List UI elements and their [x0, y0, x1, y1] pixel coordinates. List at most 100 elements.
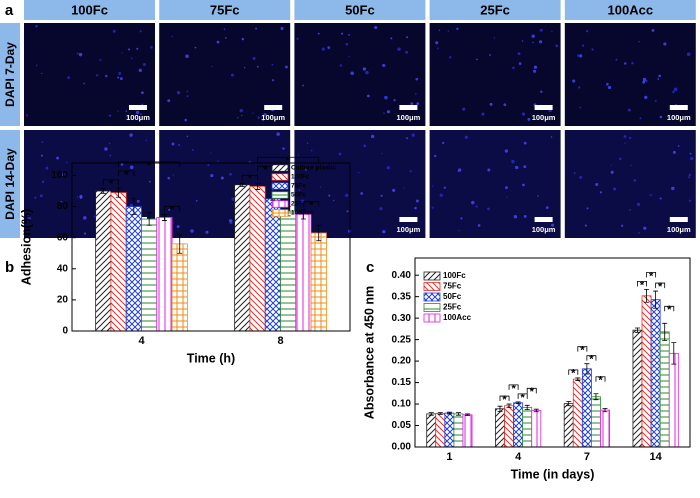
y-axis-title: Adhesion(%)	[19, 209, 33, 285]
legend-label: 75Fc	[291, 183, 306, 190]
cell-nucleus	[129, 133, 133, 137]
cell-nucleus	[645, 79, 648, 83]
column-header: 50Fc	[345, 2, 375, 17]
micrograph	[429, 23, 561, 126]
cell-nucleus	[627, 108, 631, 112]
significance-marker: *	[649, 270, 654, 282]
cell-nucleus	[348, 55, 350, 58]
significance-marker: *	[667, 304, 672, 316]
cell-nucleus	[296, 37, 299, 40]
cell-nucleus	[449, 56, 452, 59]
cell-nucleus	[67, 76, 70, 79]
cell-nucleus	[346, 210, 349, 213]
cell-nucleus	[619, 157, 622, 161]
cell-nucleus	[584, 224, 587, 227]
cell-nucleus	[321, 47, 325, 51]
cell-nucleus	[579, 175, 583, 179]
cell-nucleus	[638, 232, 640, 234]
bar	[435, 413, 446, 448]
cell-nucleus	[415, 199, 419, 203]
bar	[141, 218, 158, 332]
cell-nucleus	[513, 215, 518, 219]
cell-nucleus	[481, 112, 485, 116]
bar	[600, 409, 610, 448]
cell-nucleus	[629, 136, 632, 140]
cell-nucleus	[591, 48, 594, 51]
cell-nucleus	[328, 194, 331, 197]
cell-nucleus	[642, 77, 647, 82]
cell-nucleus	[256, 65, 259, 68]
cell-nucleus	[487, 207, 490, 211]
x-axis-title: Time (in days)	[511, 467, 595, 481]
cell-nucleus	[673, 87, 678, 92]
cell-nucleus	[515, 165, 519, 170]
cell-nucleus	[443, 186, 446, 189]
cell-nucleus	[409, 170, 412, 173]
cell-nucleus	[257, 116, 260, 119]
cell-nucleus	[540, 90, 543, 93]
cell-nucleus	[262, 119, 264, 122]
cell-nucleus	[207, 164, 210, 167]
legend-swatch	[271, 209, 289, 217]
cell-nucleus	[117, 76, 120, 79]
cell-nucleus	[638, 40, 641, 43]
cell-nucleus	[186, 90, 189, 93]
cell-nucleus	[574, 172, 576, 174]
cell-nucleus	[672, 150, 676, 154]
significance-marker: *	[658, 281, 663, 293]
cell-nucleus	[129, 165, 134, 170]
cell-nucleus	[360, 192, 364, 195]
cell-nucleus	[585, 29, 589, 33]
cell-nucleus	[639, 117, 642, 120]
cell-nucleus	[493, 37, 496, 39]
cell-nucleus	[118, 72, 122, 75]
bar	[641, 295, 652, 448]
cell-nucleus	[382, 63, 386, 68]
error-bar	[533, 408, 539, 413]
cell-nucleus	[370, 134, 375, 139]
cell-nucleus	[476, 58, 478, 61]
significance-bracket	[655, 282, 666, 289]
cell-nucleus	[255, 27, 258, 30]
cell-nucleus	[327, 46, 331, 49]
significance-bracket	[517, 393, 528, 399]
bar	[632, 329, 643, 448]
micrograph	[159, 23, 291, 126]
error-bar	[131, 198, 137, 215]
error-bar	[524, 404, 530, 411]
cell-nucleus	[533, 65, 538, 69]
cell-nucleus	[310, 149, 313, 152]
cell-nucleus	[362, 67, 367, 71]
cell-nucleus	[610, 164, 612, 166]
cell-nucleus	[34, 196, 37, 199]
legend-label: 50Fc	[443, 292, 462, 301]
cell-nucleus	[545, 206, 549, 210]
cell-nucleus	[393, 98, 396, 102]
bar	[444, 412, 455, 448]
cell-nucleus	[136, 199, 140, 203]
cell-nucleus	[392, 188, 396, 192]
cell-nucleus	[447, 30, 449, 32]
bar	[171, 243, 188, 332]
error-bar	[437, 412, 443, 415]
cell-nucleus	[29, 218, 32, 220]
cell-nucleus	[610, 170, 614, 174]
plot-frame	[414, 257, 691, 448]
significance-marker: *	[571, 368, 576, 380]
significance-bracket	[646, 271, 657, 278]
cell-nucleus	[130, 57, 133, 60]
error-bar	[428, 412, 434, 416]
y-tick-label: 0.00	[392, 442, 412, 453]
error-bar	[644, 288, 650, 303]
cell-nucleus	[671, 186, 675, 191]
y-tick-label: 0.10	[392, 399, 412, 410]
cell-nucleus	[186, 135, 189, 138]
bar	[504, 405, 514, 448]
cell-nucleus	[383, 95, 387, 99]
error-bar	[602, 407, 608, 413]
cell-nucleus	[216, 40, 220, 44]
cell-nucleus	[688, 199, 692, 202]
error-bar	[100, 188, 106, 194]
cell-nucleus	[581, 44, 585, 47]
error-bar	[506, 403, 512, 408]
